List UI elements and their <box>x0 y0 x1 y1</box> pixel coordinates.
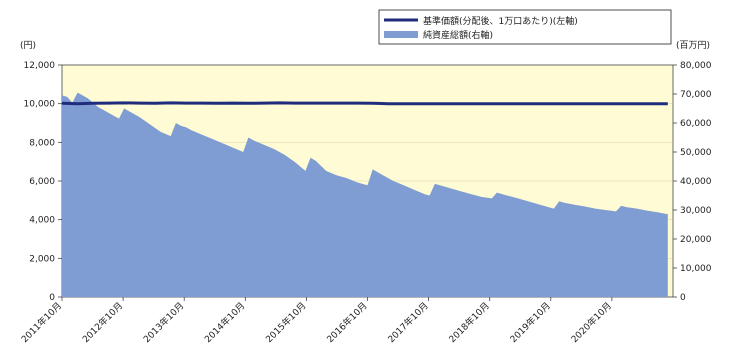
legend-assets-label: 純資産総額(右軸) <box>423 29 493 41</box>
x-tick-label: 2012年10月 <box>80 300 126 346</box>
x-axis: 2011年10月 2012年10月 2013年10月 2014年10月 2015年10月… <box>19 297 614 345</box>
right-tick-label: 70,000 <box>680 90 712 100</box>
left-tick-label: 0 <box>49 293 55 303</box>
x-tick-label: 2016年10月 <box>324 300 370 346</box>
right-tick-label: 30,000 <box>680 206 712 216</box>
legend: 基準価額(分配後、1万口あたり)(左軸) 純資産総額(右軸) <box>378 9 672 45</box>
left-tick-label: 8,000 <box>29 138 55 148</box>
left-axis-unit: (円) <box>20 40 36 51</box>
right-axis-unit: (百万円) <box>676 40 710 51</box>
left-tick-label: 2,000 <box>29 254 55 264</box>
x-tick-label: 2015年10月 <box>263 300 309 346</box>
right-tick-label: 80,000 <box>680 61 712 71</box>
legend-nav-label: 基準価額(分配後、1万口あたり)(左軸) <box>423 15 578 27</box>
right-tick-label: 50,000 <box>680 148 712 158</box>
x-tick-label: 2017年10月 <box>385 300 431 346</box>
x-tick-label: 2018年10月 <box>446 300 492 346</box>
x-tick-label: 2014年10月 <box>202 300 248 346</box>
x-tick-label: 2020年10月 <box>569 300 615 346</box>
right-tick-label: 20,000 <box>680 235 712 245</box>
right-tick-label: 0 <box>680 293 686 303</box>
assets-area-series <box>62 92 668 297</box>
legend-box <box>378 9 672 45</box>
right-axis: 80,000 70,000 60,000 50,000 40,000 30,000 20,0… <box>673 61 712 303</box>
right-tick-label: 40,000 <box>680 177 712 187</box>
nav-line-series <box>61 101 668 106</box>
left-axis: 12,000 10,000 8,000 6,000 4,000 2,000 0 <box>24 61 62 303</box>
right-tick-label: 60,000 <box>680 119 712 129</box>
left-tick-label: 12,000 <box>24 61 56 71</box>
legend-assets-swatch <box>384 31 418 38</box>
x-tick-label: 2013年10月 <box>141 300 187 346</box>
x-tick-label: 2019年10月 <box>507 300 553 346</box>
left-tick-label: 10,000 <box>24 100 56 110</box>
x-tick-label: 2011年10月 <box>19 300 65 346</box>
right-tick-label: 10,000 <box>680 264 712 274</box>
left-tick-label: 6,000 <box>29 177 55 187</box>
left-tick-label: 4,000 <box>29 216 55 226</box>
